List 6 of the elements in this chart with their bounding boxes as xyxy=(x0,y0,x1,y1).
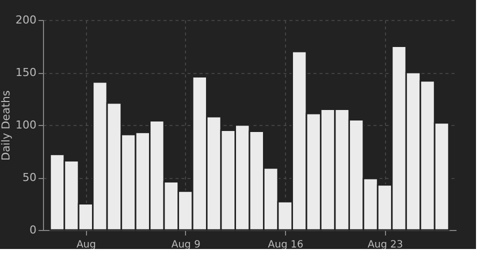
y-tick-label: 200 xyxy=(16,14,36,26)
y-tick-label: 100 xyxy=(16,118,36,132)
y-tick-label: 150 xyxy=(16,66,36,79)
y-axis-title: Daily Deaths xyxy=(0,90,13,161)
y-tick-label: 50 xyxy=(22,171,36,184)
y-tick-label: 0 xyxy=(30,224,36,236)
